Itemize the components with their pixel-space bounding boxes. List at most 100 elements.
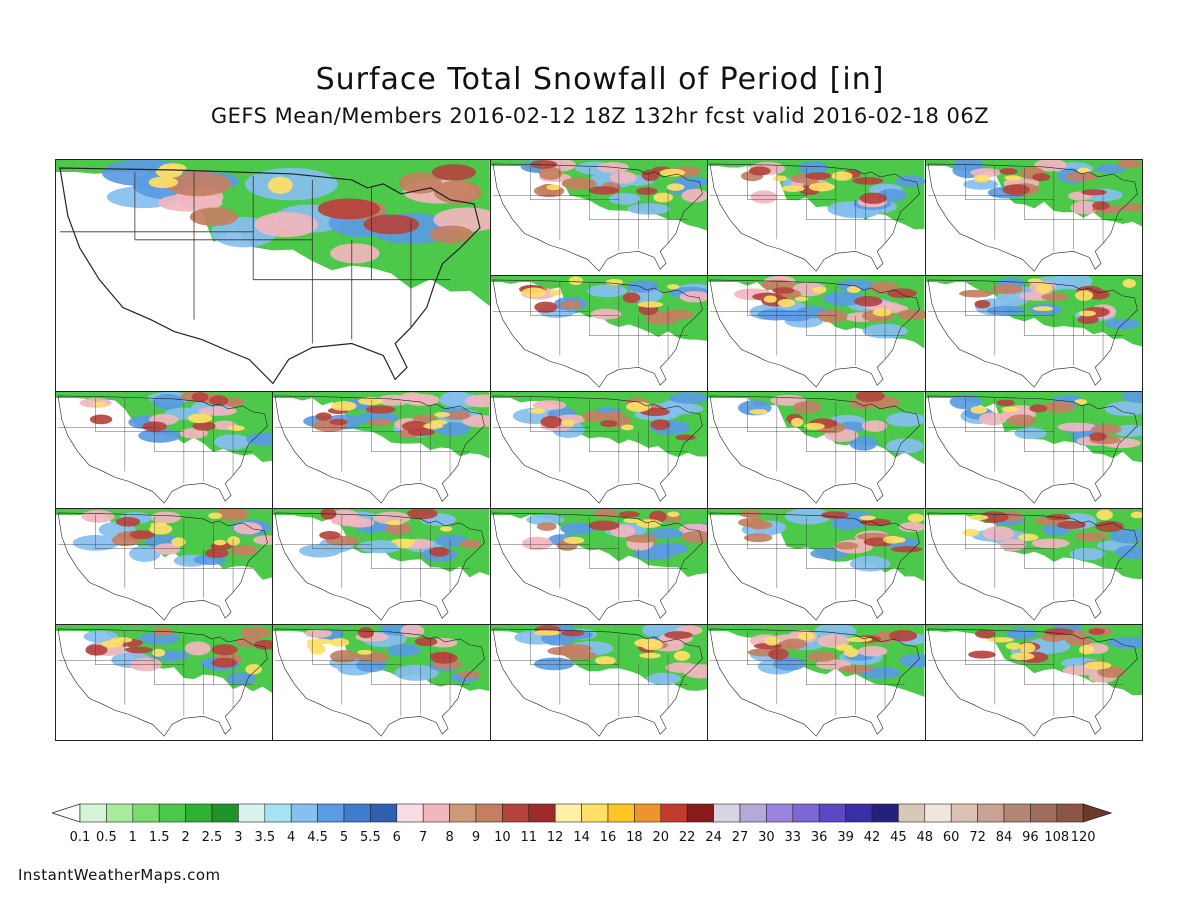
snow-shading-blob bbox=[433, 207, 490, 232]
snow-shading-blob bbox=[363, 214, 420, 235]
state-borders bbox=[275, 514, 471, 600]
snowfall-map bbox=[708, 392, 925, 505]
snow-shading-blob bbox=[620, 424, 634, 431]
state-borders bbox=[710, 165, 905, 252]
snow-shading-blob bbox=[907, 513, 925, 522]
snow-shading-blob bbox=[646, 672, 681, 685]
colorbar-tick-label: 16 bbox=[599, 830, 617, 845]
colorbar-tick-label: 2 bbox=[181, 830, 190, 845]
map-panel-member-19 bbox=[489, 623, 709, 741]
colorbar-swatch bbox=[528, 803, 556, 823]
snow-shading-blob bbox=[673, 650, 690, 661]
snow-shading-blob bbox=[227, 425, 245, 432]
snow-shading-blob bbox=[1081, 189, 1107, 196]
snow-shading-blob bbox=[625, 534, 659, 543]
colorbar-tick-label: 60 bbox=[942, 830, 960, 845]
snow-shading-blob bbox=[548, 289, 562, 297]
snow-shading-blob bbox=[150, 511, 182, 523]
snow-shading-blob bbox=[887, 288, 918, 299]
snow-shading-blob bbox=[653, 192, 673, 203]
snow-shading-blob bbox=[772, 287, 795, 295]
snow-shading-blob bbox=[320, 508, 337, 520]
snow-shading-blob bbox=[1095, 509, 1113, 520]
snow-shading-blob bbox=[626, 280, 659, 293]
colorbar-swatch bbox=[818, 803, 846, 823]
snow-shading-blob bbox=[805, 172, 832, 180]
snow-shading-blob bbox=[996, 399, 1015, 407]
snow-shading-blob bbox=[772, 175, 788, 182]
snow-shading-blob bbox=[521, 287, 547, 298]
snow-shading-blob bbox=[253, 639, 273, 650]
snow-shading-blob bbox=[403, 394, 441, 407]
state-borders bbox=[927, 398, 1123, 484]
us-outline bbox=[709, 279, 920, 388]
snow-shading-blob bbox=[1130, 511, 1142, 518]
snow-shading-blob bbox=[854, 296, 883, 307]
snow-shading-blob bbox=[1027, 278, 1042, 285]
snow-shading-blob bbox=[445, 411, 472, 421]
snow-shading-blob bbox=[213, 539, 227, 545]
snow-shading-blob bbox=[1104, 318, 1140, 330]
snow-shading-blob bbox=[558, 643, 592, 653]
snow-shading-blob bbox=[860, 518, 892, 526]
colorbar-swatch bbox=[475, 803, 503, 823]
snow-shading-blob bbox=[152, 394, 184, 410]
us-outline bbox=[492, 628, 703, 737]
snowfall-map bbox=[56, 624, 273, 737]
snow-shading-blob bbox=[618, 510, 640, 518]
us-outline bbox=[709, 396, 920, 505]
snow-shading-blob bbox=[559, 300, 582, 310]
snow-shading-blob bbox=[666, 183, 685, 191]
snow-shading-blob bbox=[1083, 661, 1111, 670]
map-panel-member-07 bbox=[54, 391, 274, 509]
snow-shading-blob bbox=[768, 648, 789, 660]
snow-shading-blob bbox=[429, 546, 450, 557]
colorbar-tick-label: 42 bbox=[863, 830, 881, 845]
colorbar-swatch bbox=[950, 803, 978, 823]
map-panel-member-18 bbox=[272, 623, 491, 741]
us-outline bbox=[927, 279, 1138, 388]
snow-shading-blob bbox=[1091, 201, 1110, 211]
snow-shading-blob bbox=[1094, 520, 1124, 532]
snow-shading-blob bbox=[797, 631, 815, 640]
snowfall-map bbox=[708, 508, 925, 621]
state-borders bbox=[710, 398, 905, 484]
snow-shading-blob bbox=[402, 421, 429, 433]
colorbar-tick-label: 4 bbox=[287, 830, 296, 845]
snow-shading-blob bbox=[663, 309, 694, 321]
colorbar-swatch bbox=[554, 803, 582, 823]
snow-shading-blob bbox=[1107, 636, 1142, 649]
us-outline bbox=[927, 628, 1138, 737]
snow-shading-blob bbox=[857, 645, 888, 657]
state-borders bbox=[927, 514, 1123, 600]
snow-shading-blob bbox=[1064, 172, 1098, 182]
snowfall-map bbox=[490, 160, 708, 272]
us-outline bbox=[492, 512, 703, 621]
us-outline bbox=[709, 628, 920, 737]
snow-shading-blob bbox=[83, 630, 119, 643]
snow-shading-blob bbox=[764, 636, 780, 646]
snow-shading-blob bbox=[823, 291, 864, 307]
snow-shading-blob bbox=[986, 305, 1025, 316]
snow-shading-blob bbox=[254, 212, 318, 238]
snow-shading-blob bbox=[749, 166, 771, 176]
map-panel-member-08 bbox=[272, 391, 491, 509]
snowfall-map bbox=[56, 160, 490, 385]
map-panel-member-13 bbox=[272, 507, 491, 625]
colorbar-swatch bbox=[977, 803, 1005, 823]
state-borders bbox=[492, 514, 688, 600]
snow-shading-blob bbox=[307, 639, 323, 650]
snow-shading-blob bbox=[110, 636, 133, 643]
colorbar-swatch bbox=[766, 803, 794, 823]
snow-shading-blob bbox=[211, 643, 238, 656]
us-outline bbox=[709, 512, 920, 621]
snow-shading-blob bbox=[987, 636, 1014, 643]
snow-shading-blob bbox=[368, 419, 392, 427]
state-borders bbox=[57, 398, 253, 484]
state-borders bbox=[492, 630, 688, 717]
snow-shading-blob bbox=[793, 401, 822, 414]
colorbar-swatch bbox=[370, 803, 398, 823]
map-panel-mean bbox=[55, 158, 491, 393]
snow-shading-blob bbox=[317, 198, 380, 220]
snowfall-map bbox=[490, 392, 708, 505]
